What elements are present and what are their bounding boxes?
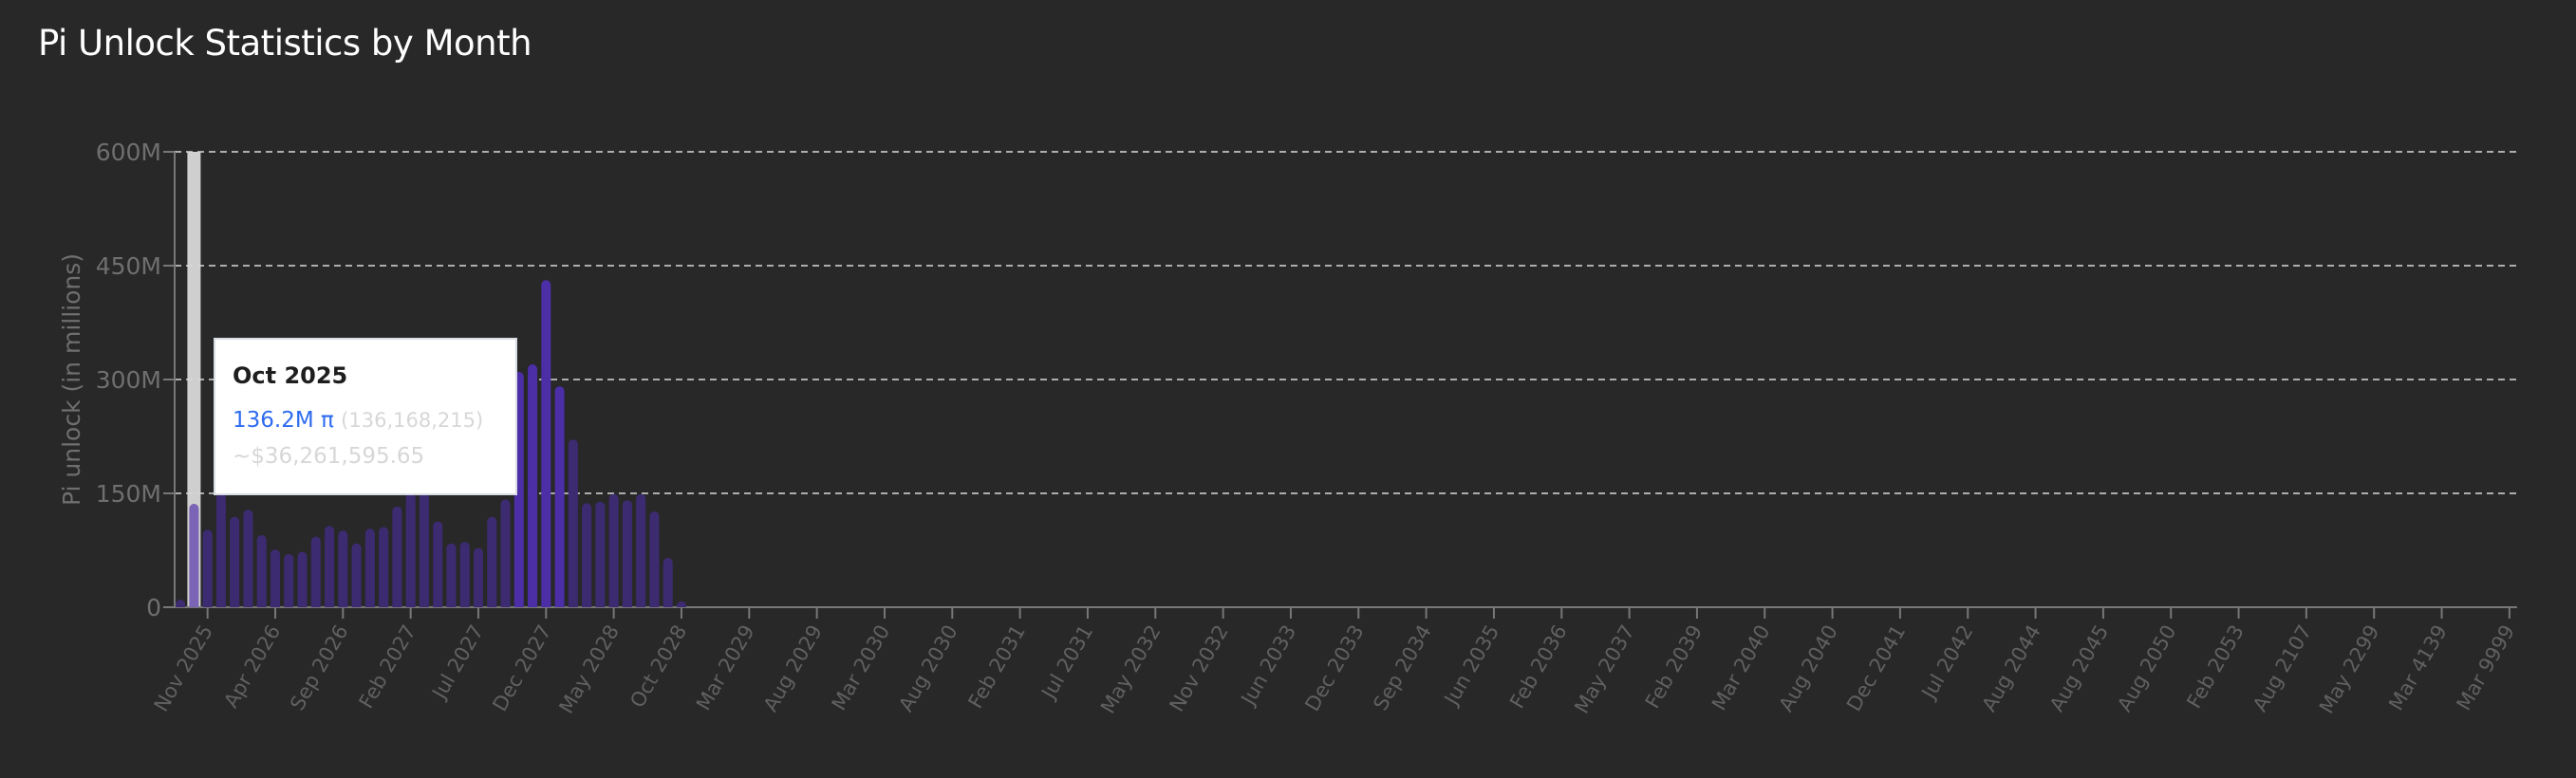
x-tick-label: May 2299 xyxy=(2315,621,2384,718)
bar xyxy=(419,490,429,607)
bar xyxy=(379,527,389,607)
x-tick-label: Feb 2039 xyxy=(1641,621,1707,713)
bar xyxy=(338,530,348,607)
x-tick-label: Jul 2031 xyxy=(1036,621,1098,705)
y-axis-label: Pi unlock (in millions) xyxy=(58,253,85,506)
bar xyxy=(176,600,186,607)
y-tick-label: 300M xyxy=(96,366,161,394)
bar xyxy=(649,511,660,607)
x-tick-label: Dec 2027 xyxy=(488,621,555,715)
bar xyxy=(405,493,416,607)
x-tick-label: Jun 2035 xyxy=(1439,621,1503,711)
tooltip-value-line: 136.2M π (136,168,215) xyxy=(233,408,498,433)
bar xyxy=(256,535,267,607)
y-tick-label: 450M xyxy=(96,252,161,280)
x-tick-label: Aug 2050 xyxy=(2113,621,2180,716)
chart-title: Pi Unlock Statistics by Month xyxy=(38,23,532,64)
bar xyxy=(622,500,632,607)
bar xyxy=(582,503,592,607)
bar xyxy=(202,529,213,607)
x-tick-label: Apr 2026 xyxy=(219,621,285,713)
bar xyxy=(473,547,483,607)
x-tick-label: Aug 2044 xyxy=(1978,621,2045,716)
bar xyxy=(325,526,335,607)
bar xyxy=(351,543,362,607)
bar xyxy=(676,601,686,607)
bar xyxy=(270,549,280,607)
x-tick-label: Nov 2025 xyxy=(150,621,217,716)
bar xyxy=(284,554,294,607)
x-tick-label: Sep 2034 xyxy=(1369,621,1436,714)
x-tick-label: Feb 2031 xyxy=(964,621,1030,713)
bar xyxy=(243,509,253,607)
x-tick-label: Dec 2033 xyxy=(1300,621,1368,715)
x-tick-label: Nov 2032 xyxy=(1166,621,1233,716)
tooltip-exact-value: (136,168,215) xyxy=(341,409,484,432)
x-tick-label: Mar 4139 xyxy=(2384,621,2452,714)
x-tick-label: Aug 2029 xyxy=(759,621,827,716)
tooltip-usd: ~$36,261,595.65 xyxy=(233,444,425,469)
bar xyxy=(446,543,457,607)
x-tick-label: May 2032 xyxy=(1096,621,1166,718)
bar xyxy=(189,504,199,607)
x-tick-label: Feb 2027 xyxy=(355,621,420,713)
bar xyxy=(215,493,226,607)
x-tick-label: Aug 2030 xyxy=(894,621,961,716)
x-tick-label: Mar 9999 xyxy=(2453,621,2520,714)
y-tick-label: 600M xyxy=(96,139,161,166)
bar xyxy=(554,386,565,607)
bar xyxy=(459,542,470,607)
x-tick-label: Mar 2029 xyxy=(692,621,759,714)
tooltip: Oct 2025 136.2M π (136,168,215) ~$36,261… xyxy=(214,338,517,495)
y-tick-label: 150M xyxy=(96,480,161,508)
x-tick-label: Jul 2027 xyxy=(427,621,489,705)
bar xyxy=(608,493,619,607)
x-tick-label: Oct 2028 xyxy=(625,621,691,713)
x-tick-label: Feb 2053 xyxy=(2182,621,2248,713)
tooltip-value: 136.2M π xyxy=(233,408,334,433)
x-tick-label: May 2037 xyxy=(1570,621,1639,718)
x-tick-label: Jul 2042 xyxy=(1916,621,1978,705)
bar xyxy=(636,493,646,607)
tooltip-title: Oct 2025 xyxy=(233,362,348,389)
x-tick-label: Jun 2033 xyxy=(1236,621,1300,711)
bar xyxy=(230,516,240,607)
bar xyxy=(500,499,511,607)
bar xyxy=(433,521,443,607)
bar xyxy=(541,280,551,607)
bar xyxy=(528,364,538,607)
x-tick-label: Mar 2040 xyxy=(1708,621,1775,714)
bar xyxy=(568,439,578,607)
x-tick-label: Aug 2107 xyxy=(2249,621,2316,716)
x-tick-label: May 2028 xyxy=(554,621,624,718)
bar xyxy=(297,551,308,607)
y-tick-label: 0 xyxy=(146,594,161,621)
bar xyxy=(364,528,375,607)
x-tick-label: Aug 2040 xyxy=(1775,621,1842,716)
x-tick-label: Aug 2045 xyxy=(2045,621,2113,716)
x-tick-label: Feb 2036 xyxy=(1505,621,1571,713)
bar xyxy=(392,506,402,607)
bar xyxy=(310,536,321,607)
x-tick-label: Dec 2041 xyxy=(1842,621,1910,715)
bar xyxy=(663,558,673,607)
x-tick-label: Mar 2030 xyxy=(828,621,895,714)
bar xyxy=(595,501,606,607)
x-tick-label: Sep 2026 xyxy=(286,621,353,714)
bar xyxy=(487,516,497,607)
